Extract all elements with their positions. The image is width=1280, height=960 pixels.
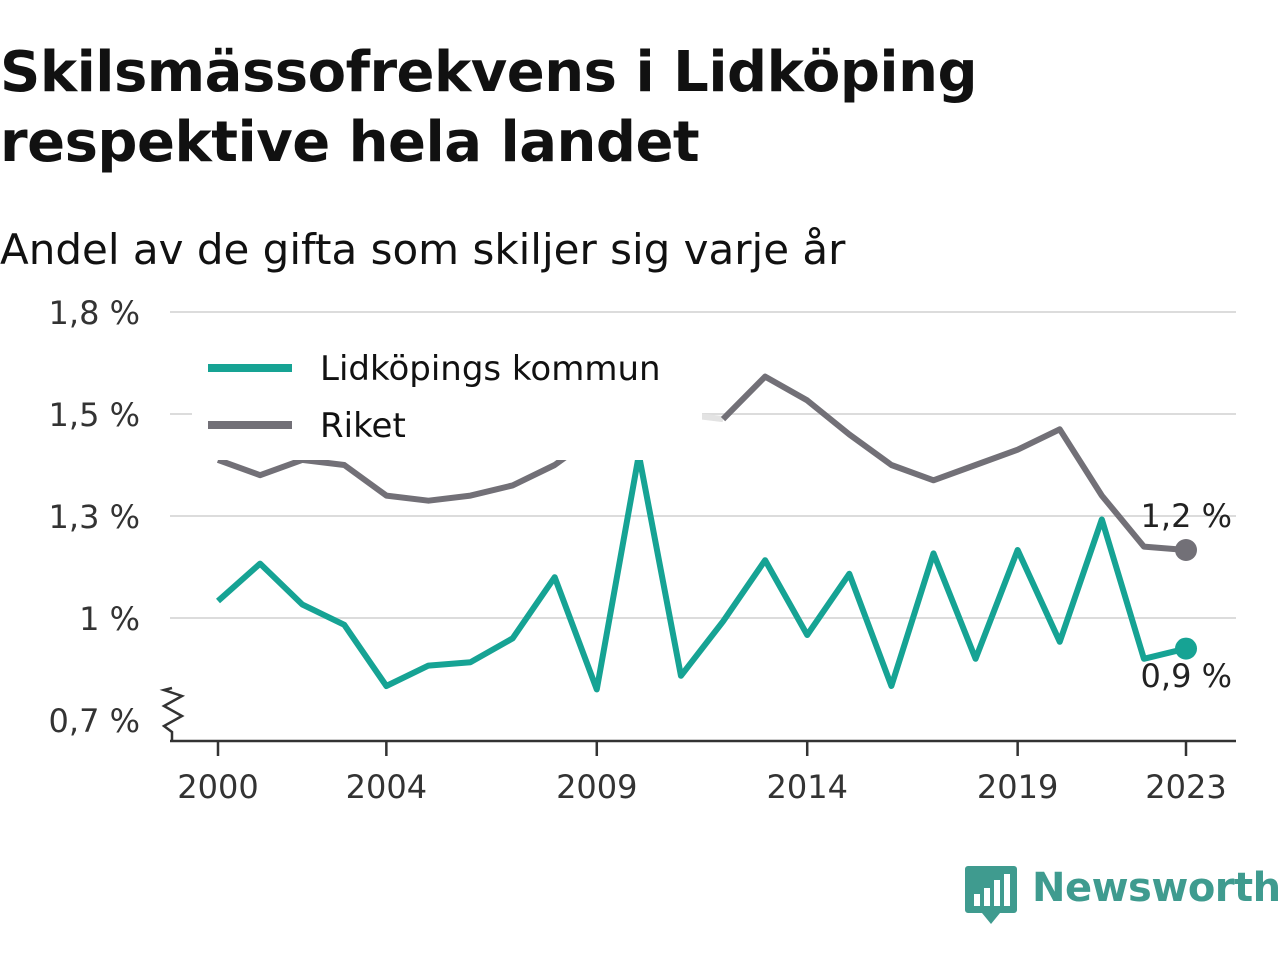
brand-name: Newsworthy [1032, 865, 1280, 911]
series-line-lidkoping [216, 451, 1187, 693]
series-line-riket [720, 373, 1187, 553]
line-chart: 0,7 % 1 % 1,3 % 1,5 % 1,8 % 2000 2004 2009 2014… [49, 294, 1236, 806]
x-tick-label: 2000 [177, 768, 258, 806]
end-label-lidkoping: 0,9 % [1141, 657, 1232, 695]
newsworthy-logo-icon [965, 866, 1017, 924]
axis-break-mark [159, 686, 186, 741]
y-tick-label: 1,5 % [49, 396, 140, 434]
legend: Lidköpings kommun Riket [192, 340, 702, 460]
y-tick-label: 1,3 % [49, 498, 140, 536]
chart-title: Skilsmässofrekvens i Lidköping respektiv… [0, 40, 978, 175]
x-tick-label: 2023 [1145, 768, 1226, 806]
x-tick-label: 2009 [556, 768, 637, 806]
legend-label: Riket [320, 406, 406, 446]
x-axis [159, 686, 1236, 756]
end-point-riket [1175, 539, 1197, 561]
y-tick-label: 1,8 % [49, 294, 140, 332]
chart-subtitle: Andel av de gifta som skiljer sig varje … [0, 225, 846, 274]
x-axis-tick-labels: 2000 2004 2009 2014 2019 2023 [177, 768, 1226, 806]
y-tick-label: 0,7 % [49, 702, 140, 740]
legend-background [192, 340, 702, 460]
end-point-lidkoping [1175, 637, 1197, 660]
end-labels: 1,2 % 0,9 % [1141, 497, 1232, 695]
series-line-riket [216, 431, 599, 504]
x-tick-label: 2014 [766, 768, 847, 806]
x-tick-label: 2004 [346, 768, 427, 806]
end-label-riket: 1,2 % [1141, 497, 1232, 535]
legend-label: Lidköpings kommun [320, 349, 661, 389]
x-tick-label: 2019 [977, 768, 1058, 806]
y-axis-tick-labels: 0,7 % 1 % 1,3 % 1,5 % 1,8 % [49, 294, 140, 740]
y-tick-label: 1 % [79, 600, 140, 638]
